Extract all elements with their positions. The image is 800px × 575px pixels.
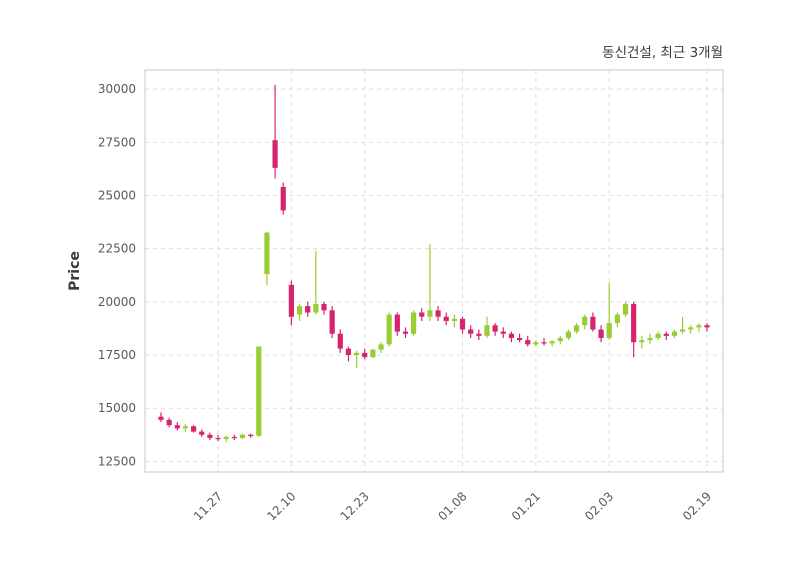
candle-body [451,318,457,321]
candle-body [574,325,580,332]
candle-body [688,327,694,330]
candle-body [248,434,254,436]
y-tick-label: 25000 [98,188,136,202]
candle-body [459,318,466,330]
candle-body [443,316,449,321]
candle-body [492,325,498,332]
y-axis-label: Price [67,251,83,291]
x-tick-label: 12.23 [338,489,372,523]
candle-body [500,331,506,334]
candle-body [370,349,376,358]
candle-body [313,303,319,313]
x-tick-label: 12.10 [264,489,298,523]
candle-body [639,340,645,343]
candle-body [484,325,490,336]
candle-body [582,316,588,326]
candle-body [386,314,392,345]
y-tick-label: 12500 [98,454,136,468]
candle-body [215,437,221,440]
candle-body [704,325,710,328]
candle-body [272,140,278,168]
candle-body [394,314,400,332]
candle-body [182,426,189,429]
chart-title: 동신건설, 최근 3개월 [602,45,723,61]
y-tick-label: 17500 [98,348,136,362]
candle-body [231,436,237,439]
candle-body [223,436,229,440]
candle-body [288,284,294,317]
candle-body [468,329,474,334]
plot-border [144,69,724,473]
candle-body [353,352,360,356]
candle-body [525,340,531,345]
candle-body [533,342,539,345]
candle-body [207,434,213,438]
candle-body [508,333,515,338]
candle-body [622,303,629,315]
candle-body [264,232,270,275]
candle-body [296,306,303,315]
candle-body [565,331,572,338]
candle-body [590,316,596,330]
candle-body [549,341,555,344]
y-tick-label: 22500 [98,242,136,256]
candle-body [256,346,262,436]
candle-body [606,323,612,338]
candle-body [280,186,286,211]
candle-body [166,419,172,426]
candle-body [362,352,368,358]
x-tick-label: 02.03 [582,489,616,523]
candle-body [435,310,441,317]
candle-body [305,306,311,313]
y-tick-label: 30000 [98,82,136,96]
candle-body [402,331,409,334]
y-tick-label: 15000 [98,401,136,415]
x-tick-label: 01.08 [435,489,469,523]
candle-body [329,310,335,334]
candle-body [598,329,604,338]
candle-body [239,434,246,438]
candle-body [199,431,205,435]
candle-body [647,338,653,341]
candle-body [679,329,686,332]
candle-body [655,333,661,338]
y-tick-label: 27500 [98,135,136,149]
candle-body [345,348,352,356]
candle-body [557,338,563,342]
candle-body [427,310,433,317]
candle-body [411,312,417,334]
candle-body [671,331,678,336]
candle-body [419,312,425,317]
x-tick-label: 02.19 [680,489,714,523]
plot-area [145,70,723,472]
candle-body [663,333,669,336]
x-tick-label: 11.27 [191,489,225,523]
candle-body [614,314,620,324]
x-tick-label: 01.21 [509,489,543,523]
plot-group: 12500 15000 17500 20000 22500 25000 27500 30000… [98,69,724,523]
candle-body [158,416,164,420]
candle-body [174,425,180,429]
candle-body [190,426,197,432]
candle-body [337,333,343,349]
candle-body [321,303,327,311]
candle-body [516,338,523,341]
candle-body [378,344,384,350]
candle-body [476,333,482,336]
y-tick-label: 20000 [98,295,136,309]
candle-body [696,325,702,328]
candle-body [631,303,637,343]
candle-body [541,342,547,344]
